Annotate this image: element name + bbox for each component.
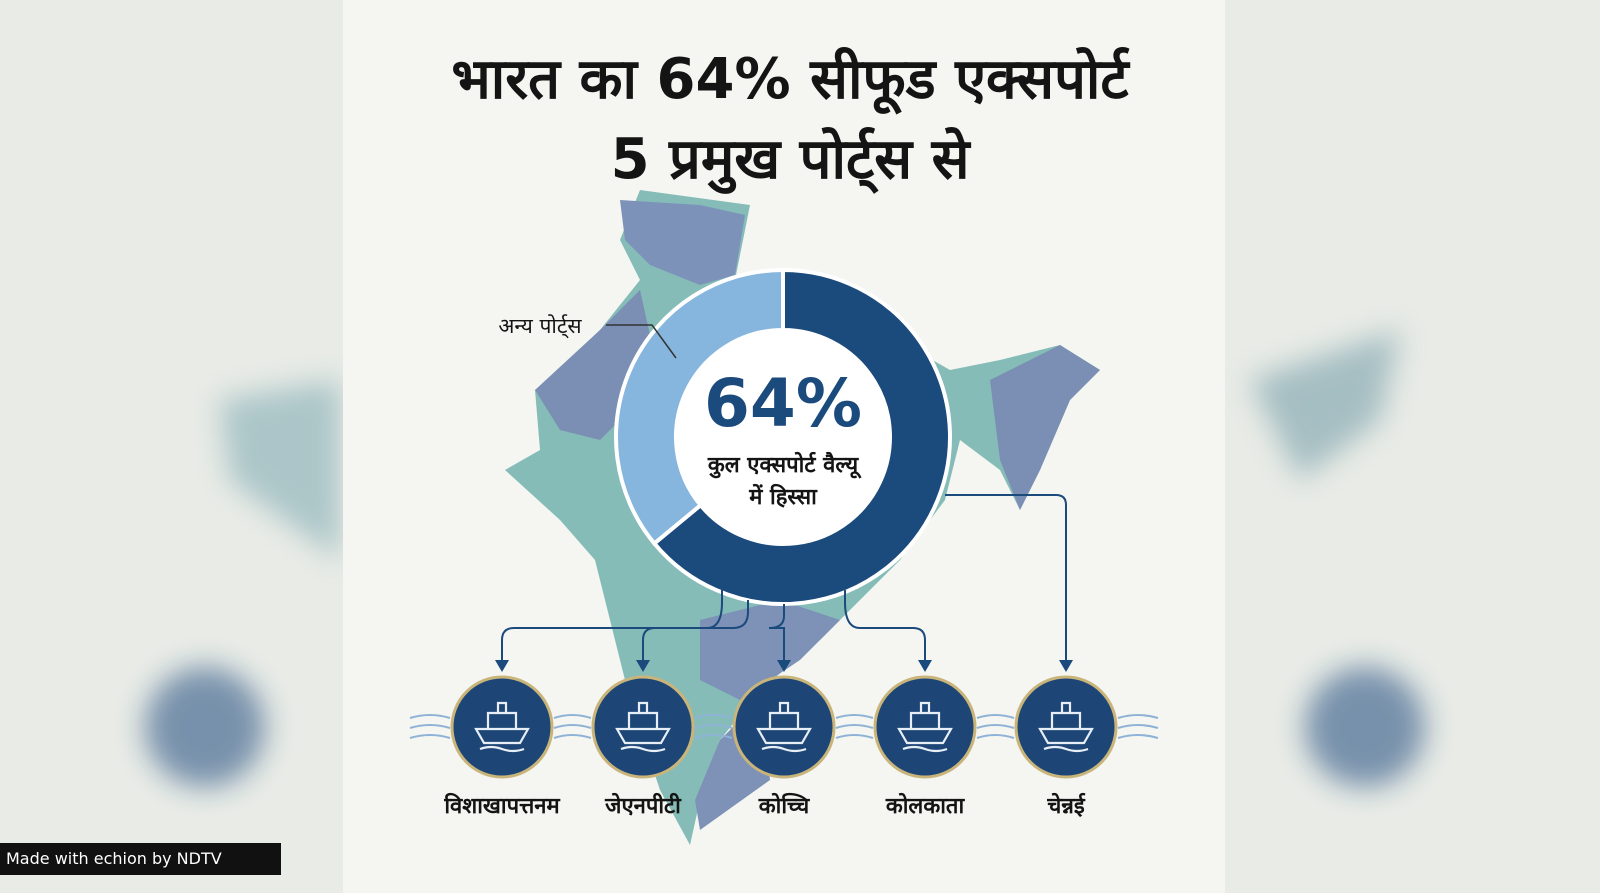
- blurred-backdrop: [145, 330, 1425, 787]
- port-label: चेन्नई: [1047, 794, 1085, 819]
- waves: [694, 714, 733, 739]
- port-badge: [591, 675, 695, 779]
- title: भारत का 64% सीफूड एक्सपोर्ट 5 प्रमुख पोर…: [451, 47, 1129, 192]
- port-label: कोलकाता: [885, 794, 965, 819]
- port-label: जेएनपीटी: [605, 794, 681, 819]
- connector-arrow: [945, 494, 1067, 665]
- ship-icon: [897, 701, 953, 753]
- waves: [553, 714, 592, 739]
- center-value: 64%: [704, 365, 862, 442]
- waves: [976, 714, 1015, 739]
- port-label: कोच्चि: [758, 794, 810, 819]
- connector-arrow: [501, 590, 723, 665]
- arrow-head: [1059, 660, 1073, 672]
- ship-icon: [474, 701, 530, 753]
- port-badge: [450, 675, 554, 779]
- port-label: विशाखापत्तनम: [444, 794, 560, 819]
- segment-label: अन्य पोर्ट्स: [498, 314, 582, 338]
- arrow-head: [918, 660, 932, 672]
- connector-arrow: [844, 590, 926, 665]
- ship-icon: [756, 701, 812, 753]
- donut-segment: [651, 267, 952, 606]
- port-badge: [873, 675, 977, 779]
- arrow-head: [777, 660, 791, 672]
- donut-segment: [614, 267, 785, 547]
- center-label: कुल एक्सपोर्ट वैल्यू में हिस्सा: [707, 453, 859, 510]
- footer: Made with echion by NDTV: [0, 843, 281, 875]
- waves: [835, 714, 874, 739]
- ship-icon: [1038, 701, 1094, 753]
- arrow-head: [636, 660, 650, 672]
- arrow-head: [495, 660, 509, 672]
- ship-icon: [615, 701, 671, 753]
- port-badge: [1014, 675, 1118, 779]
- port-badge: [732, 675, 836, 779]
- connector-arrow: [642, 600, 749, 665]
- donut-hole: [676, 330, 890, 544]
- waves: [409, 714, 1159, 739]
- connector-arrow: [768, 604, 785, 665]
- leader-line: [606, 324, 677, 359]
